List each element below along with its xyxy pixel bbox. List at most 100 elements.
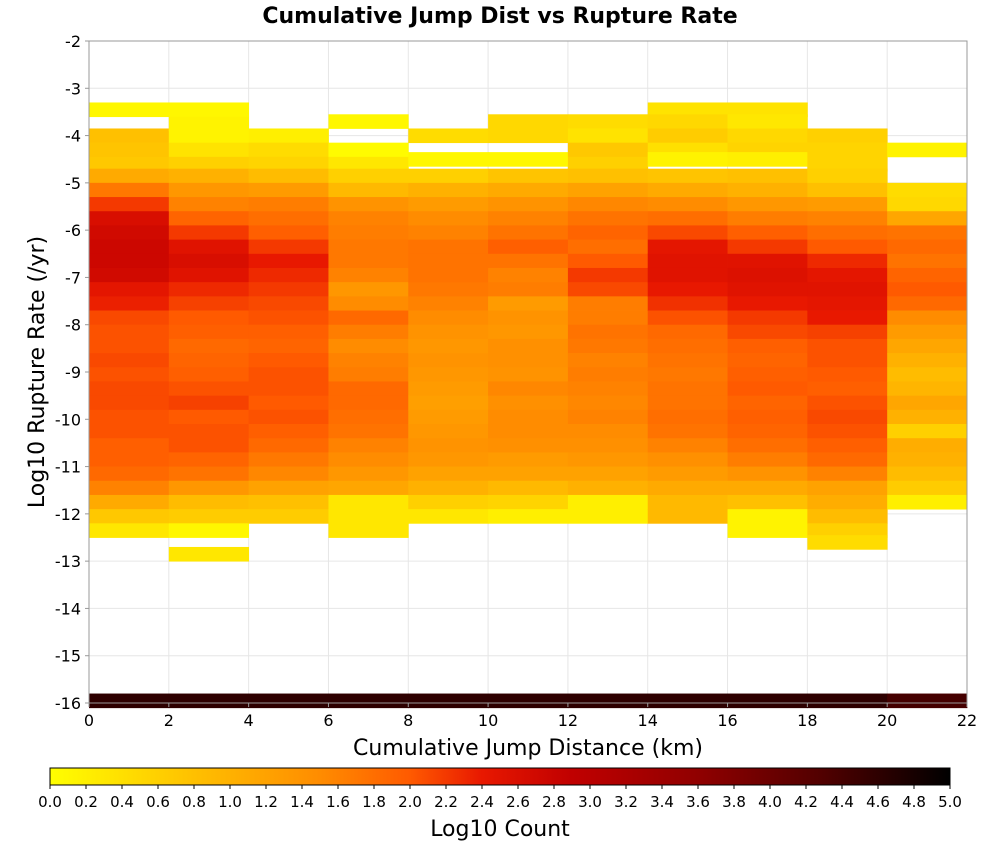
- heatmap-cell: [887, 253, 968, 269]
- heatmap-cell: [807, 168, 888, 184]
- heatmap-cell: [807, 225, 888, 240]
- colorbar-tick-label: 3.6: [686, 793, 710, 811]
- heatmap-cell: [727, 367, 808, 382]
- heatmap-cell: [567, 424, 649, 439]
- heatmap-cell: [567, 466, 649, 482]
- y-tick-label: -11: [55, 458, 81, 477]
- heatmap-cell: [807, 282, 888, 297]
- heatmap-cell: [727, 282, 808, 297]
- heatmap-cell: [647, 324, 728, 340]
- heatmap-cell: [647, 395, 728, 411]
- colorbar-tick-label: 1.2: [254, 793, 278, 811]
- heatmap-cell: [807, 480, 888, 496]
- heatmap-cell: [807, 466, 888, 482]
- heatmap-cell: [248, 324, 329, 340]
- heatmap-cell: [328, 267, 409, 283]
- heatmap-cell: [248, 494, 329, 510]
- heatmap-cell: [567, 693, 649, 709]
- heatmap-cell: [328, 168, 409, 184]
- heatmap-cell: [248, 367, 329, 382]
- heatmap-cell: [727, 381, 808, 397]
- heatmap-cell: [488, 693, 569, 709]
- heatmap-cell: [567, 395, 649, 411]
- heatmap-cell: [328, 211, 409, 226]
- heatmap-cell: [89, 225, 170, 240]
- heatmap-cell: [168, 267, 250, 283]
- x-axis-ticks: 0 2 4 6 8 10 12 14 16 18 20 22: [84, 703, 977, 730]
- heatmap-cell: [887, 409, 968, 425]
- heatmap-cell: [567, 338, 649, 354]
- heatmap-cell: [807, 296, 888, 311]
- colorbar-tick-label: 0.4: [110, 793, 134, 811]
- heatmap-cell: [168, 116, 250, 132]
- heatmap-cell: [647, 381, 728, 397]
- heatmap-cell: [567, 438, 649, 453]
- heatmap-cell: [89, 168, 170, 184]
- heatmap-cell: [647, 182, 728, 198]
- colorbar-tick-label: 2.2: [434, 793, 458, 811]
- y-tick-label: -10: [55, 410, 81, 429]
- heatmap-cell: [488, 239, 569, 255]
- heatmap-cell: [89, 102, 170, 118]
- heatmap-cell: [168, 367, 250, 382]
- heatmap-cell: [887, 324, 968, 340]
- heatmap-cell: [168, 452, 250, 467]
- heatmap-cell: [408, 466, 489, 482]
- heatmap-cell: [328, 409, 409, 425]
- heatmap-cell: [727, 480, 808, 496]
- heatmap-cell: [408, 381, 489, 397]
- heatmap-cell: [488, 452, 569, 467]
- heatmap-cell: [248, 452, 329, 467]
- chart-title: Cumulative Jump Dist vs Rupture Rate: [262, 4, 737, 29]
- heatmap-cell: [488, 438, 569, 453]
- y-tick-label: -16: [55, 694, 81, 713]
- colorbar-tick-label: 1.0: [218, 793, 242, 811]
- heatmap-cell: [807, 211, 888, 226]
- heatmap-cell: [408, 494, 489, 510]
- heatmap-cell: [168, 168, 250, 184]
- colorbar-tick-label: 5.0: [938, 793, 962, 811]
- heatmap-cell: [168, 156, 250, 172]
- colorbar-tick-label: 4.4: [830, 793, 854, 811]
- y-axis-ticks: -2 -3 -4 -5 -6 -7 -8 -9 -10 -11 -12 -13 -14 -15 -16: [55, 32, 89, 713]
- heatmap-cell: [807, 535, 888, 550]
- colorbar-tick-label: 3.8: [722, 793, 746, 811]
- colorbar-tick-label: 4.6: [866, 793, 890, 811]
- colorbar-label: Log10 Count: [430, 817, 570, 842]
- heatmap-cell: [488, 381, 569, 397]
- heatmap-cell: [807, 367, 888, 382]
- heatmap-cell: [807, 310, 888, 326]
- heatmap-cell: [727, 466, 808, 482]
- heatmap-cell: [727, 197, 808, 212]
- heatmap-cell: [727, 182, 808, 198]
- y-axis-label: Log10 Rupture Rate (/yr): [25, 236, 50, 508]
- x-tick-label: 8: [403, 711, 413, 730]
- heatmap-cell: [168, 296, 250, 311]
- heatmap-cell: [168, 395, 250, 411]
- colorbar-tick-label: 0.8: [182, 793, 206, 811]
- heatmap-cell: [647, 253, 728, 269]
- colorbar: [49, 767, 951, 786]
- heatmap-cell: [89, 296, 170, 311]
- heatmap-cell: [408, 239, 489, 255]
- heatmap-cell: [408, 128, 489, 144]
- heatmap-cell: [408, 438, 489, 453]
- heatmap-cell: [248, 253, 329, 269]
- heatmap-cell: [807, 197, 888, 212]
- heatmap-cell: [248, 438, 329, 453]
- heatmap-cell: [807, 409, 888, 425]
- heatmap-cell: [488, 282, 569, 297]
- heatmap-cell: [647, 296, 728, 311]
- x-tick-label: 6: [323, 711, 333, 730]
- y-tick-label: -8: [65, 316, 81, 335]
- heatmap-cell: [248, 197, 329, 212]
- heatmap-cell: [248, 168, 329, 184]
- heatmap-cell: [647, 353, 728, 368]
- heatmap-cell: [328, 282, 409, 297]
- heatmap-cell: [408, 452, 489, 467]
- heatmap-cell: [89, 409, 170, 425]
- heatmap-cell: [488, 197, 569, 212]
- heatmap-cell: [408, 197, 489, 212]
- heatmap-cell: [248, 211, 329, 226]
- heatmap-cell: [89, 523, 170, 538]
